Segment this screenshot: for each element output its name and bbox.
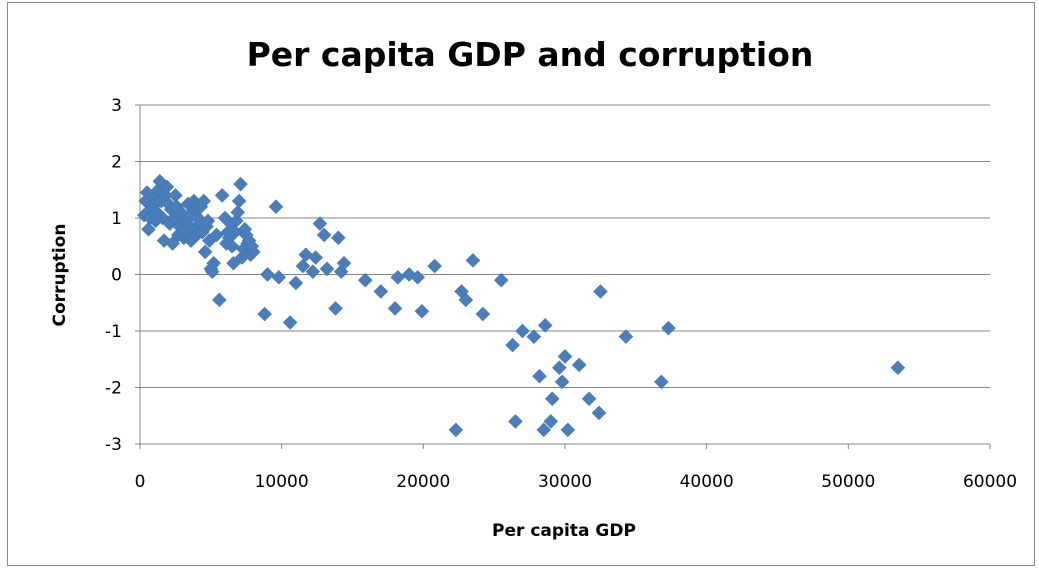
chart-title: Per capita GDP and corruption bbox=[247, 35, 814, 74]
data-point-3 bbox=[141, 221, 156, 237]
x-tick-label-1: 10000 bbox=[255, 472, 309, 492]
data-point-106 bbox=[508, 414, 523, 429]
data-point-124 bbox=[661, 320, 676, 336]
data-point-115 bbox=[554, 374, 570, 390]
x-tick-label-2: 20000 bbox=[396, 472, 450, 492]
data-point-112 bbox=[543, 414, 559, 429]
data-point-117 bbox=[560, 422, 576, 438]
data-point-101 bbox=[458, 292, 474, 308]
data-point-119 bbox=[581, 391, 597, 407]
data-point-80 bbox=[295, 258, 311, 274]
scatter-chart: Per capita GDP and corruption -3 -2 -1 0 1 2 3… bbox=[50, 35, 1017, 541]
x-tick-label-0: 0 bbox=[135, 472, 146, 492]
data-point-90 bbox=[336, 255, 352, 271]
data-point-78 bbox=[282, 315, 298, 330]
data-point-113 bbox=[544, 391, 560, 407]
y-tick-label-6: 3 bbox=[111, 96, 122, 116]
data-point-111 bbox=[537, 317, 553, 333]
data-point-91 bbox=[357, 272, 373, 288]
data-point-16 bbox=[159, 179, 175, 195]
x-tick-label-6: 60000 bbox=[963, 472, 1017, 492]
data-point-122 bbox=[618, 329, 634, 345]
data-point-84 bbox=[312, 216, 328, 232]
data-point-87 bbox=[328, 301, 343, 316]
data-point-103 bbox=[475, 306, 491, 322]
data-point-99 bbox=[448, 422, 464, 438]
data-point-118 bbox=[571, 357, 587, 373]
data-point-116 bbox=[557, 349, 573, 364]
data-point-92 bbox=[373, 284, 389, 299]
data-point-77 bbox=[271, 269, 287, 285]
data-point-108 bbox=[526, 329, 542, 345]
data-point-105 bbox=[505, 337, 520, 353]
data-point-125 bbox=[890, 360, 906, 376]
y-tick-labels: -3 -2 -1 0 1 2 3 bbox=[105, 96, 122, 455]
data-point-74 bbox=[257, 306, 273, 322]
data-point-96 bbox=[410, 269, 426, 285]
data-point-94 bbox=[390, 269, 406, 285]
data-point-79 bbox=[288, 275, 304, 291]
data-point-82 bbox=[305, 264, 321, 280]
x-axis-title: Per capita GDP bbox=[492, 521, 636, 541]
y-tick-label-0: -3 bbox=[105, 435, 122, 455]
chart-frame: Per capita GDP and corruption -3 -2 -1 0 1 2 3… bbox=[7, 2, 1035, 566]
data-point-63 bbox=[231, 193, 247, 209]
y-tick-label-2: -1 bbox=[105, 322, 122, 342]
data-point-121 bbox=[593, 284, 608, 299]
data-point-107 bbox=[515, 323, 530, 339]
data-point-43 bbox=[197, 244, 213, 260]
data-point-97 bbox=[414, 303, 430, 319]
data-point-83 bbox=[308, 250, 324, 265]
y-tick-label-5: 2 bbox=[111, 153, 122, 173]
data-point-86 bbox=[319, 261, 335, 277]
data-point-104 bbox=[493, 272, 509, 288]
data-point-102 bbox=[465, 253, 481, 268]
data-point-73 bbox=[245, 244, 261, 260]
data-point-88 bbox=[330, 230, 346, 246]
y-tick-label-1: -2 bbox=[105, 379, 122, 399]
data-point-52 bbox=[214, 188, 230, 203]
data-point-42 bbox=[196, 193, 212, 209]
data-point-85 bbox=[316, 227, 332, 243]
y-axis-title: Corruption bbox=[50, 224, 70, 327]
y-tick-label-4: 1 bbox=[111, 209, 122, 229]
data-point-110 bbox=[536, 422, 552, 438]
x-tick-labels: 0 10000 20000 30000 40000 50000 60000 bbox=[135, 472, 1017, 492]
axes bbox=[135, 104, 991, 449]
x-tick-label-5: 50000 bbox=[821, 472, 875, 492]
x-tick-label-3: 30000 bbox=[538, 472, 592, 492]
data-point-123 bbox=[653, 374, 669, 390]
data-point-75 bbox=[260, 267, 275, 282]
data-point-76 bbox=[268, 199, 284, 215]
data-point-58 bbox=[224, 238, 240, 254]
data-point-93 bbox=[387, 301, 403, 316]
data-point-109 bbox=[532, 368, 547, 384]
data-point-49 bbox=[206, 255, 222, 271]
y-tick-label-3: 0 bbox=[111, 266, 122, 286]
data-points bbox=[136, 173, 906, 438]
data-point-120 bbox=[591, 405, 607, 421]
data-point-98 bbox=[427, 258, 443, 274]
data-point-114 bbox=[551, 360, 567, 376]
x-tick-label-4: 40000 bbox=[680, 472, 734, 492]
data-point-45 bbox=[200, 213, 216, 229]
data-point-64 bbox=[233, 176, 248, 192]
data-point-62 bbox=[230, 204, 246, 220]
data-point-51 bbox=[211, 292, 227, 308]
